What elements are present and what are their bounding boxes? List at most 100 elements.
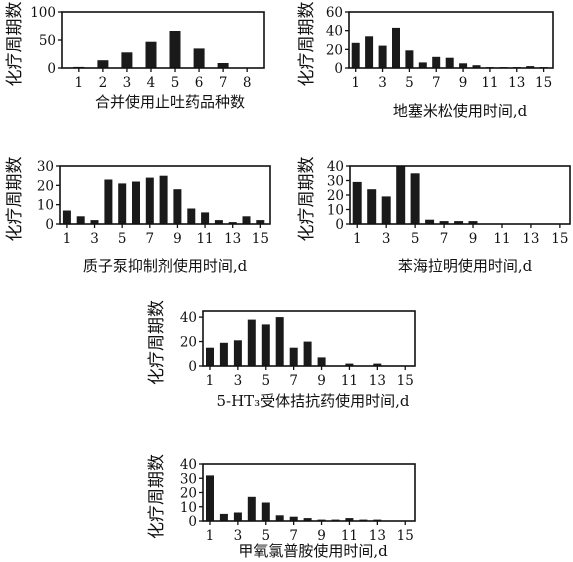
x-tick-label: 3 [234, 373, 243, 389]
bar-6-1 [206, 475, 214, 521]
y-tick-label: 0 [45, 217, 54, 233]
bar-3-14 [242, 216, 251, 224]
x-tick-label: 13 [369, 373, 386, 389]
x-tick-label: 1 [206, 373, 215, 389]
y-axis-label: 化疗周期数 [147, 300, 167, 385]
bar-2-7 [432, 56, 441, 68]
bar-1-2 [97, 60, 109, 68]
bar-2-8 [445, 57, 454, 68]
y-tick-label: 40 [180, 310, 197, 326]
bar-5-2 [219, 342, 228, 366]
x-tick-label: 5 [261, 528, 270, 544]
bar-3-4 [104, 179, 113, 224]
x-tick-label: 4 [147, 75, 156, 91]
bar-5-1 [206, 347, 214, 366]
y-tick-label: 20 [180, 486, 197, 502]
y-axis-label: 化疗周期数 [5, 2, 25, 87]
x-tick-label: 5 [171, 75, 180, 91]
x-tick-label: 7 [432, 75, 441, 91]
x-tick-label: 3 [382, 231, 391, 247]
bar-3-7 [145, 177, 154, 224]
y-tick-label: 20 [180, 335, 197, 351]
bar-5-9 [317, 357, 326, 366]
x-tick-label: 15 [252, 231, 269, 247]
x-tick-label: 9 [173, 231, 182, 247]
x-tick-label: 9 [459, 75, 468, 91]
bar-2-1 [351, 42, 360, 68]
y-tick-label: 50 [39, 33, 56, 49]
bar-5-7 [289, 347, 298, 366]
bar-2-5 [405, 50, 414, 68]
y-tick-label: 100 [30, 5, 56, 21]
x-tick-label: 7 [219, 75, 228, 91]
x-tick-label: 1 [351, 75, 360, 91]
bar-6-8 [303, 518, 312, 521]
bar-2-3 [378, 45, 387, 68]
x-tick-label: 15 [397, 373, 414, 389]
y-tick-label: 20 [326, 42, 343, 58]
x-tick-label: 1 [206, 528, 215, 544]
bar-1-5 [169, 31, 181, 68]
bar-1-7 [217, 63, 229, 68]
bar-1-6 [193, 48, 205, 68]
bar-2-9 [459, 63, 468, 68]
x-tick-label: 13 [508, 75, 525, 91]
x-axis-label: 苯海拉明使用时间,d [398, 257, 533, 275]
x-tick-label: 7 [289, 528, 298, 544]
x-tick-label: 11 [341, 373, 358, 389]
bar-5-5 [261, 324, 270, 366]
y-tick-label: 10 [37, 198, 54, 214]
x-tick-label: 15 [397, 528, 414, 544]
x-axis-label: 地塞米松使用时间,d [393, 102, 528, 120]
x-tick-label: 1 [353, 231, 362, 247]
x-tick-label: 13 [369, 528, 386, 544]
bar-5-8 [303, 341, 312, 366]
x-tick-label: 13 [522, 231, 539, 247]
x-tick-label: 1 [63, 231, 72, 247]
bar-3-13 [228, 222, 237, 224]
bar-6-3 [233, 512, 242, 521]
bar-2-14 [526, 66, 535, 68]
bar-4-2 [367, 189, 377, 224]
y-tick-label: 20 [37, 178, 54, 194]
x-axis-label: 甲氧氯普胺使用时间,d [238, 542, 388, 560]
y-tick-label: 0 [334, 61, 343, 77]
x-tick-label: 7 [440, 231, 449, 247]
x-tick-label: 13 [224, 231, 241, 247]
x-tick-label: 7 [289, 373, 298, 389]
bar-5-13 [373, 363, 382, 366]
bar-4-8 [454, 221, 464, 224]
x-tick-label: 15 [551, 231, 568, 247]
y-tick-label: 10 [327, 203, 344, 219]
x-tick-label: 3 [234, 528, 243, 544]
y-tick-label: 0 [188, 514, 197, 530]
bar-2-10 [472, 65, 481, 68]
x-tick-label: 1 [75, 75, 84, 91]
bar-5-4 [247, 319, 256, 366]
bar-3-1 [62, 210, 71, 224]
bar-6-7 [289, 516, 298, 521]
x-tick-label: 3 [378, 75, 387, 91]
bar-6-4 [247, 496, 256, 521]
x-tick-label: 5 [261, 373, 270, 389]
bar-6-2 [219, 513, 228, 521]
x-axis-label: 合并使用止吐药品种数 [95, 93, 245, 111]
x-tick-label: 11 [196, 231, 213, 247]
y-tick-label: 0 [188, 359, 197, 375]
bar-4-9 [468, 221, 478, 224]
x-axis-label: 质子泵抑制剂使用时间,d [83, 257, 248, 275]
bar-3-9 [173, 189, 182, 224]
bar-4-3 [381, 196, 391, 224]
plot-frame [202, 463, 416, 522]
y-tick-label: 30 [180, 471, 197, 487]
x-tick-label: 7 [146, 231, 155, 247]
y-tick-label: 20 [327, 188, 344, 204]
bar-4-1 [352, 181, 362, 224]
y-tick-label: 60 [326, 5, 343, 21]
x-tick-label: 9 [317, 373, 326, 389]
